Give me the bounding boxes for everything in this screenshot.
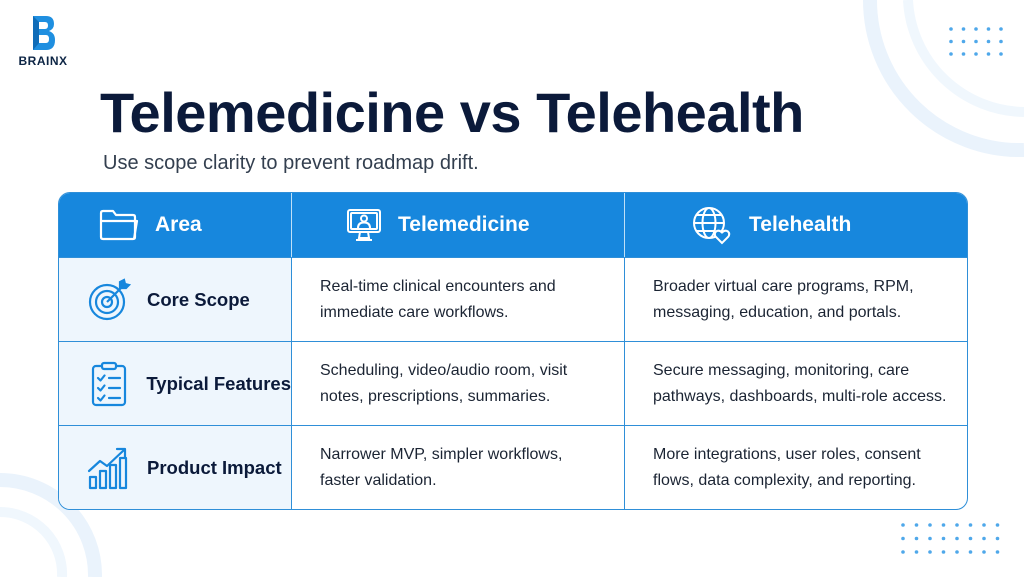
table-row-typical-features: Typical Features Scheduling, video/audio…: [59, 341, 967, 425]
header-telehealth-label: Telehealth: [749, 213, 852, 236]
brand-name: BRAINX: [18, 54, 68, 68]
header-telemedicine-label: Telemedicine: [398, 213, 530, 236]
row-label-cell: Typical Features: [59, 342, 292, 425]
page-title: Telemedicine vs Telehealth: [100, 81, 804, 144]
dot-grid-top-right: [949, 27, 1003, 56]
telehealth-line: flows, data complexity, and reporting.: [653, 471, 916, 489]
checklist-icon: [85, 361, 132, 407]
decorative-dot: [968, 550, 973, 554]
decorative-dot: [995, 523, 1000, 527]
decorative-dot: [995, 536, 1000, 541]
telemedicine-line: Scheduling, video/audio room, visit: [320, 361, 568, 379]
header-area-label: Area: [155, 213, 202, 236]
telehealth-line: Secure messaging, monitoring, care: [653, 361, 910, 379]
decorative-dot: [941, 550, 946, 554]
decorative-dot: [901, 536, 905, 541]
telehealth-line: Broader virtual care programs, RPM,: [653, 277, 914, 295]
decorative-dot: [982, 523, 986, 527]
decorative-dot: [949, 39, 953, 44]
decorative-dot: [949, 27, 953, 31]
decorative-dot: [914, 536, 919, 541]
table-row-product-impact: Product Impact Narrower MVP, simpler wor…: [59, 425, 967, 509]
decorative-dot: [961, 27, 966, 31]
page-subtitle: Use scope clarity to prevent roadmap dri…: [103, 152, 479, 174]
decorative-dot: [928, 550, 932, 554]
row-label-cell: Core Scope: [59, 258, 292, 341]
telemedicine-line: faster validation.: [320, 471, 437, 489]
telemedicine-cell: Narrower MVP, simpler workflows, faster …: [292, 426, 625, 509]
decorative-dot: [941, 523, 946, 527]
row-label-cell: Product Impact: [59, 426, 292, 509]
decorative-dot: [955, 550, 959, 554]
target-icon: [85, 277, 133, 322]
decorative-dot: [982, 550, 986, 554]
brainx-logo-icon: [33, 16, 55, 50]
telehealth-cell: Secure messaging, monitoring, care pathw…: [625, 342, 967, 425]
brand-logo: BRAINX: [14, 14, 72, 68]
dot-grid-bottom-right: [901, 523, 1000, 554]
telemedicine-cell: Real-time clinical encounters and immedi…: [292, 258, 625, 341]
telehealth-cell: More integrations, user roles, consent f…: [625, 426, 967, 509]
decorative-dot: [941, 536, 946, 541]
header-telemedicine: Telemedicine: [292, 193, 625, 257]
decorative-dot: [955, 523, 959, 527]
telehealth-cell: Broader virtual care programs, RPM, mess…: [625, 258, 967, 341]
row-label: Product Impact: [147, 456, 282, 478]
decorative-dot: [961, 52, 966, 56]
decorative-dot: [995, 550, 1000, 554]
globe-heart-icon: [691, 205, 733, 245]
decorative-dot: [914, 523, 919, 527]
table-row-core-scope: Core Scope Real-time clinical encounters…: [59, 257, 967, 341]
decorative-dot: [986, 27, 991, 31]
decorative-dot: [974, 52, 978, 56]
decorative-dot: [955, 536, 959, 541]
telehealth-line: More integrations, user roles, consent: [653, 445, 921, 463]
decorative-dot: [999, 52, 1003, 56]
decorative-dot: [986, 39, 991, 44]
decorative-dot: [974, 27, 978, 31]
growth-chart-icon: [85, 445, 133, 491]
decorative-dot: [961, 39, 966, 44]
header-area: Area: [59, 193, 292, 257]
decorative-dot: [928, 523, 932, 527]
decorative-dot: [901, 550, 905, 554]
telemedicine-line: Real-time clinical encounters and: [320, 277, 556, 295]
folder-icon: [99, 208, 139, 242]
telemedicine-line: notes, prescriptions, summaries.: [320, 387, 551, 405]
monitor-doctor-icon: [346, 207, 382, 243]
telehealth-line: messaging, education, and portals.: [653, 303, 902, 321]
decorative-arc-top-right: [863, 0, 1024, 158]
decorative-dot: [999, 27, 1003, 31]
decorative-dot: [928, 536, 932, 541]
telemedicine-line: immediate care workflows.: [320, 303, 509, 321]
telehealth-line: pathways, dashboards, multi-role access.: [653, 387, 947, 405]
decorative-dot: [999, 39, 1003, 44]
row-label: Core Scope: [147, 288, 250, 310]
decorative-dot: [901, 523, 905, 527]
table-header-row: Area Telemedicine: [59, 193, 967, 257]
decorative-dot: [974, 39, 978, 44]
header-telehealth: Telehealth: [625, 193, 967, 257]
decorative-dot: [982, 536, 986, 541]
comparison-table: Area Telemedicine: [58, 192, 968, 510]
decorative-dot: [968, 523, 973, 527]
row-label: Typical Features: [146, 372, 291, 394]
telemedicine-cell: Scheduling, video/audio room, visit note…: [292, 342, 625, 425]
decorative-dot: [986, 52, 991, 56]
telemedicine-line: Narrower MVP, simpler workflows,: [320, 445, 563, 463]
decorative-dot: [949, 52, 953, 56]
decorative-dot: [968, 536, 973, 541]
decorative-dot: [914, 550, 919, 554]
